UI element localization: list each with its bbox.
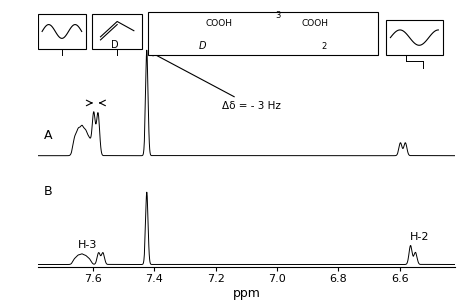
X-axis label: ppm: ppm — [233, 287, 260, 300]
Text: D: D — [199, 41, 207, 51]
Bar — [92, 14, 142, 49]
Text: COOH: COOH — [206, 18, 233, 28]
Bar — [148, 12, 378, 55]
Text: H-2: H-2 — [410, 232, 429, 243]
Text: B: B — [44, 185, 53, 198]
Bar — [38, 14, 86, 49]
Text: Δδ = - 3 Hz: Δδ = - 3 Hz — [150, 52, 281, 111]
Text: 3: 3 — [275, 11, 281, 20]
Text: 2: 2 — [321, 41, 326, 51]
Text: D: D — [111, 40, 119, 49]
Bar — [386, 20, 443, 55]
Text: A: A — [44, 129, 53, 142]
Text: COOH: COOH — [302, 18, 329, 28]
Text: H-3: H-3 — [78, 240, 98, 251]
